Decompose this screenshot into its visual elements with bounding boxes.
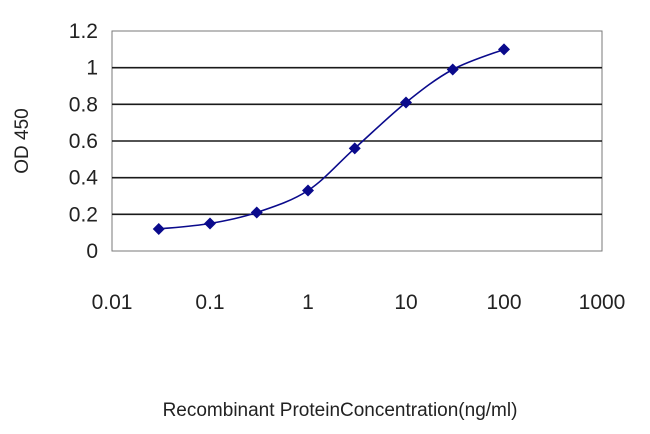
y-axis-title: OD 450 <box>12 108 33 173</box>
y-tick-label: 1.2 <box>69 20 98 43</box>
y-tick-label: 0.6 <box>69 130 98 153</box>
x-tick-label: 10 <box>394 291 417 314</box>
x-tick-labels: 0.01 0.1 1 10 100 1000 <box>92 291 626 314</box>
data-point <box>152 223 165 235</box>
y-tick-label: 0.8 <box>69 93 98 116</box>
data-point <box>302 184 314 197</box>
data-point <box>204 217 216 230</box>
data-point <box>446 63 459 76</box>
gridlines <box>112 66 602 216</box>
y-tick-labels: 0 0.2 0.4 0.6 0.8 1 1.2 <box>69 20 99 263</box>
y-tick-label: 0 <box>86 240 98 263</box>
x-tick-label: 1 <box>302 291 314 314</box>
y-tick-label: 0.2 <box>69 203 98 226</box>
data-point <box>250 206 263 219</box>
x-axis-title: Recombinant ProteinConcentration(ng/ml) <box>163 400 518 421</box>
series <box>152 43 510 235</box>
x-tick-label: 0.01 <box>92 291 133 314</box>
x-tick-label: 100 <box>486 291 521 314</box>
x-tick-label: 1000 <box>579 291 626 314</box>
data-point <box>348 142 361 155</box>
data-point <box>400 96 412 109</box>
y-tick-label: 1 <box>86 57 98 80</box>
x-tick-label: 0.1 <box>195 291 224 314</box>
y-tick-label: 0.4 <box>69 167 99 190</box>
data-point <box>498 43 510 56</box>
